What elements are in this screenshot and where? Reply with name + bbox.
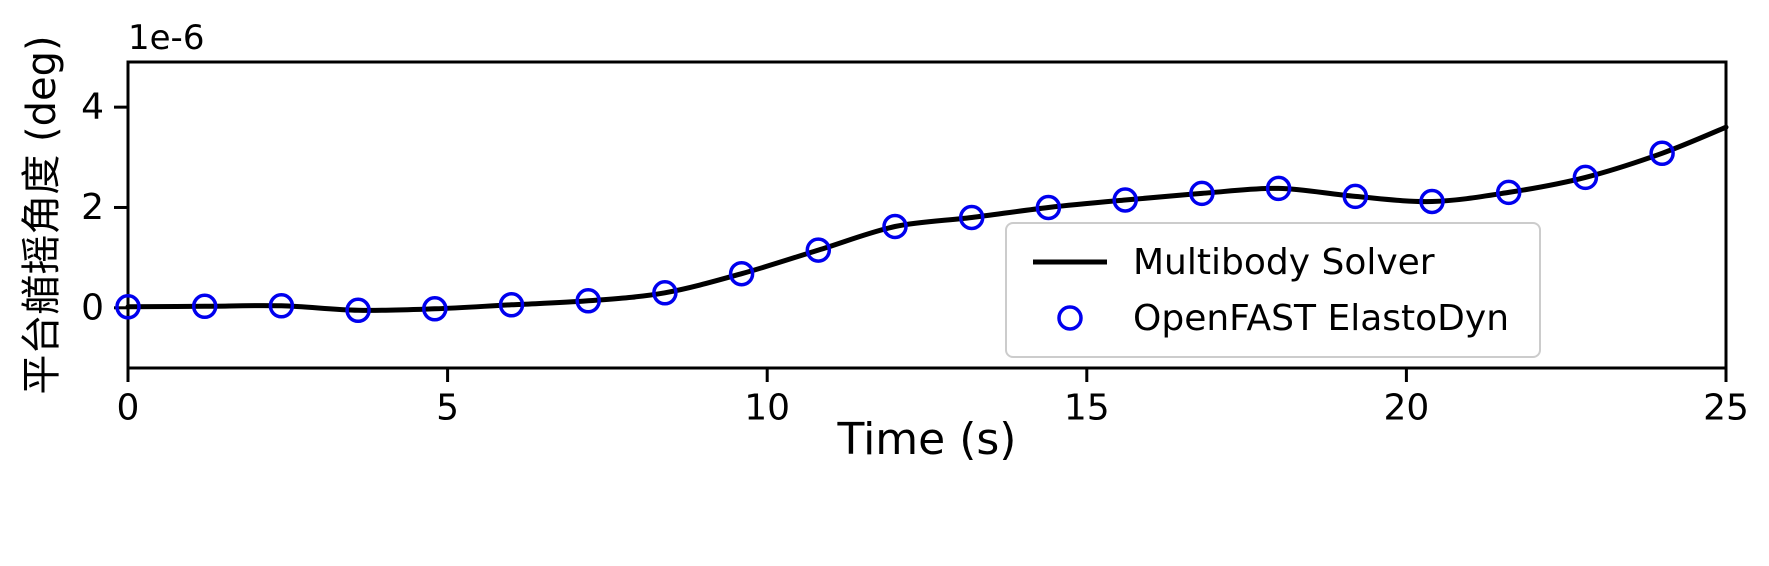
series-marker-openfast-elastodyn <box>1189 180 1215 207</box>
legend-item-openfast-elastodyn: OpenFAST ElastoDyn <box>1031 296 1509 340</box>
y-tick-label: 0 <box>81 287 104 328</box>
series-marker-openfast-elastodyn <box>728 260 755 287</box>
legend-label-multibody-solver: Multibody Solver <box>1133 241 1435 283</box>
y-tick-label: 2 <box>81 187 104 228</box>
series-marker-openfast-elastodyn <box>422 296 448 322</box>
y-axis-label: 平台艏摇角度 (deg) <box>19 35 65 395</box>
series-marker-openfast-elastodyn <box>1112 187 1138 213</box>
legend: Multibody Solver OpenFAST ElastoDyn <box>1005 222 1542 358</box>
series-marker-openfast-elastodyn <box>805 237 832 263</box>
series-marker-openfast-elastodyn <box>1342 183 1369 210</box>
series-marker-openfast-elastodyn <box>268 293 295 319</box>
series-marker-openfast-elastodyn <box>1265 175 1292 202</box>
series-marker-openfast-elastodyn <box>345 297 371 324</box>
x-axis-label: Time (s) <box>837 414 1017 465</box>
series-marker-openfast-elastodyn <box>575 288 601 314</box>
series-marker-openfast-elastodyn <box>115 294 141 320</box>
x-tick-label: 20 <box>1383 388 1429 429</box>
x-tick-label: 10 <box>744 388 790 429</box>
legend-label-openfast-elastodyn: OpenFAST ElastoDyn <box>1133 297 1510 339</box>
x-tick-label: 25 <box>1703 388 1749 429</box>
legend-line-swatch <box>1033 259 1107 265</box>
series-marker-openfast-elastodyn <box>882 213 908 240</box>
series-marker-openfast-elastodyn <box>652 280 678 306</box>
series-marker-openfast-elastodyn <box>1419 188 1445 215</box>
x-tick-label: 5 <box>436 388 459 429</box>
series-marker-openfast-elastodyn <box>1649 140 1675 167</box>
series-marker-openfast-elastodyn <box>1035 194 1062 221</box>
legend-circle-marker-swatch <box>1057 305 1083 331</box>
series-line-multibody-solver <box>125 124 1729 313</box>
series-marker-openfast-elastodyn <box>498 292 525 318</box>
legend-item-multibody-solver: Multibody Solver <box>1031 240 1509 284</box>
x-tick-label: 15 <box>1064 388 1110 429</box>
series-marker-openfast-elastodyn <box>1572 164 1599 191</box>
y-tick-label: 4 <box>81 87 104 128</box>
x-tick-label: 0 <box>117 388 140 429</box>
axes-spines <box>126 60 1728 370</box>
series-marker-openfast-elastodyn <box>191 293 218 320</box>
series-marker-openfast-elastodyn <box>958 204 985 231</box>
series-marker-openfast-elastodyn <box>1495 179 1522 206</box>
y-axis-offset-text: 1e-6 <box>128 18 205 58</box>
